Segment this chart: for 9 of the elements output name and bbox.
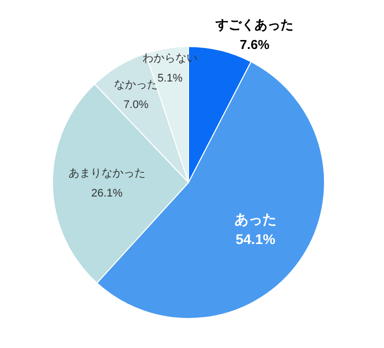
slice-label: あまりなかった	[68, 167, 146, 180]
slice-label: なかった	[114, 79, 158, 92]
data-label: 5.1%	[158, 72, 183, 84]
data-label: 7.6%	[240, 37, 270, 52]
slice-label: あった	[234, 211, 276, 228]
data-label: 54.1%	[236, 231, 276, 248]
slice-label: すごくあった	[214, 17, 294, 32]
data-label: 7.0%	[123, 99, 149, 112]
data-label: 26.1%	[91, 187, 123, 200]
